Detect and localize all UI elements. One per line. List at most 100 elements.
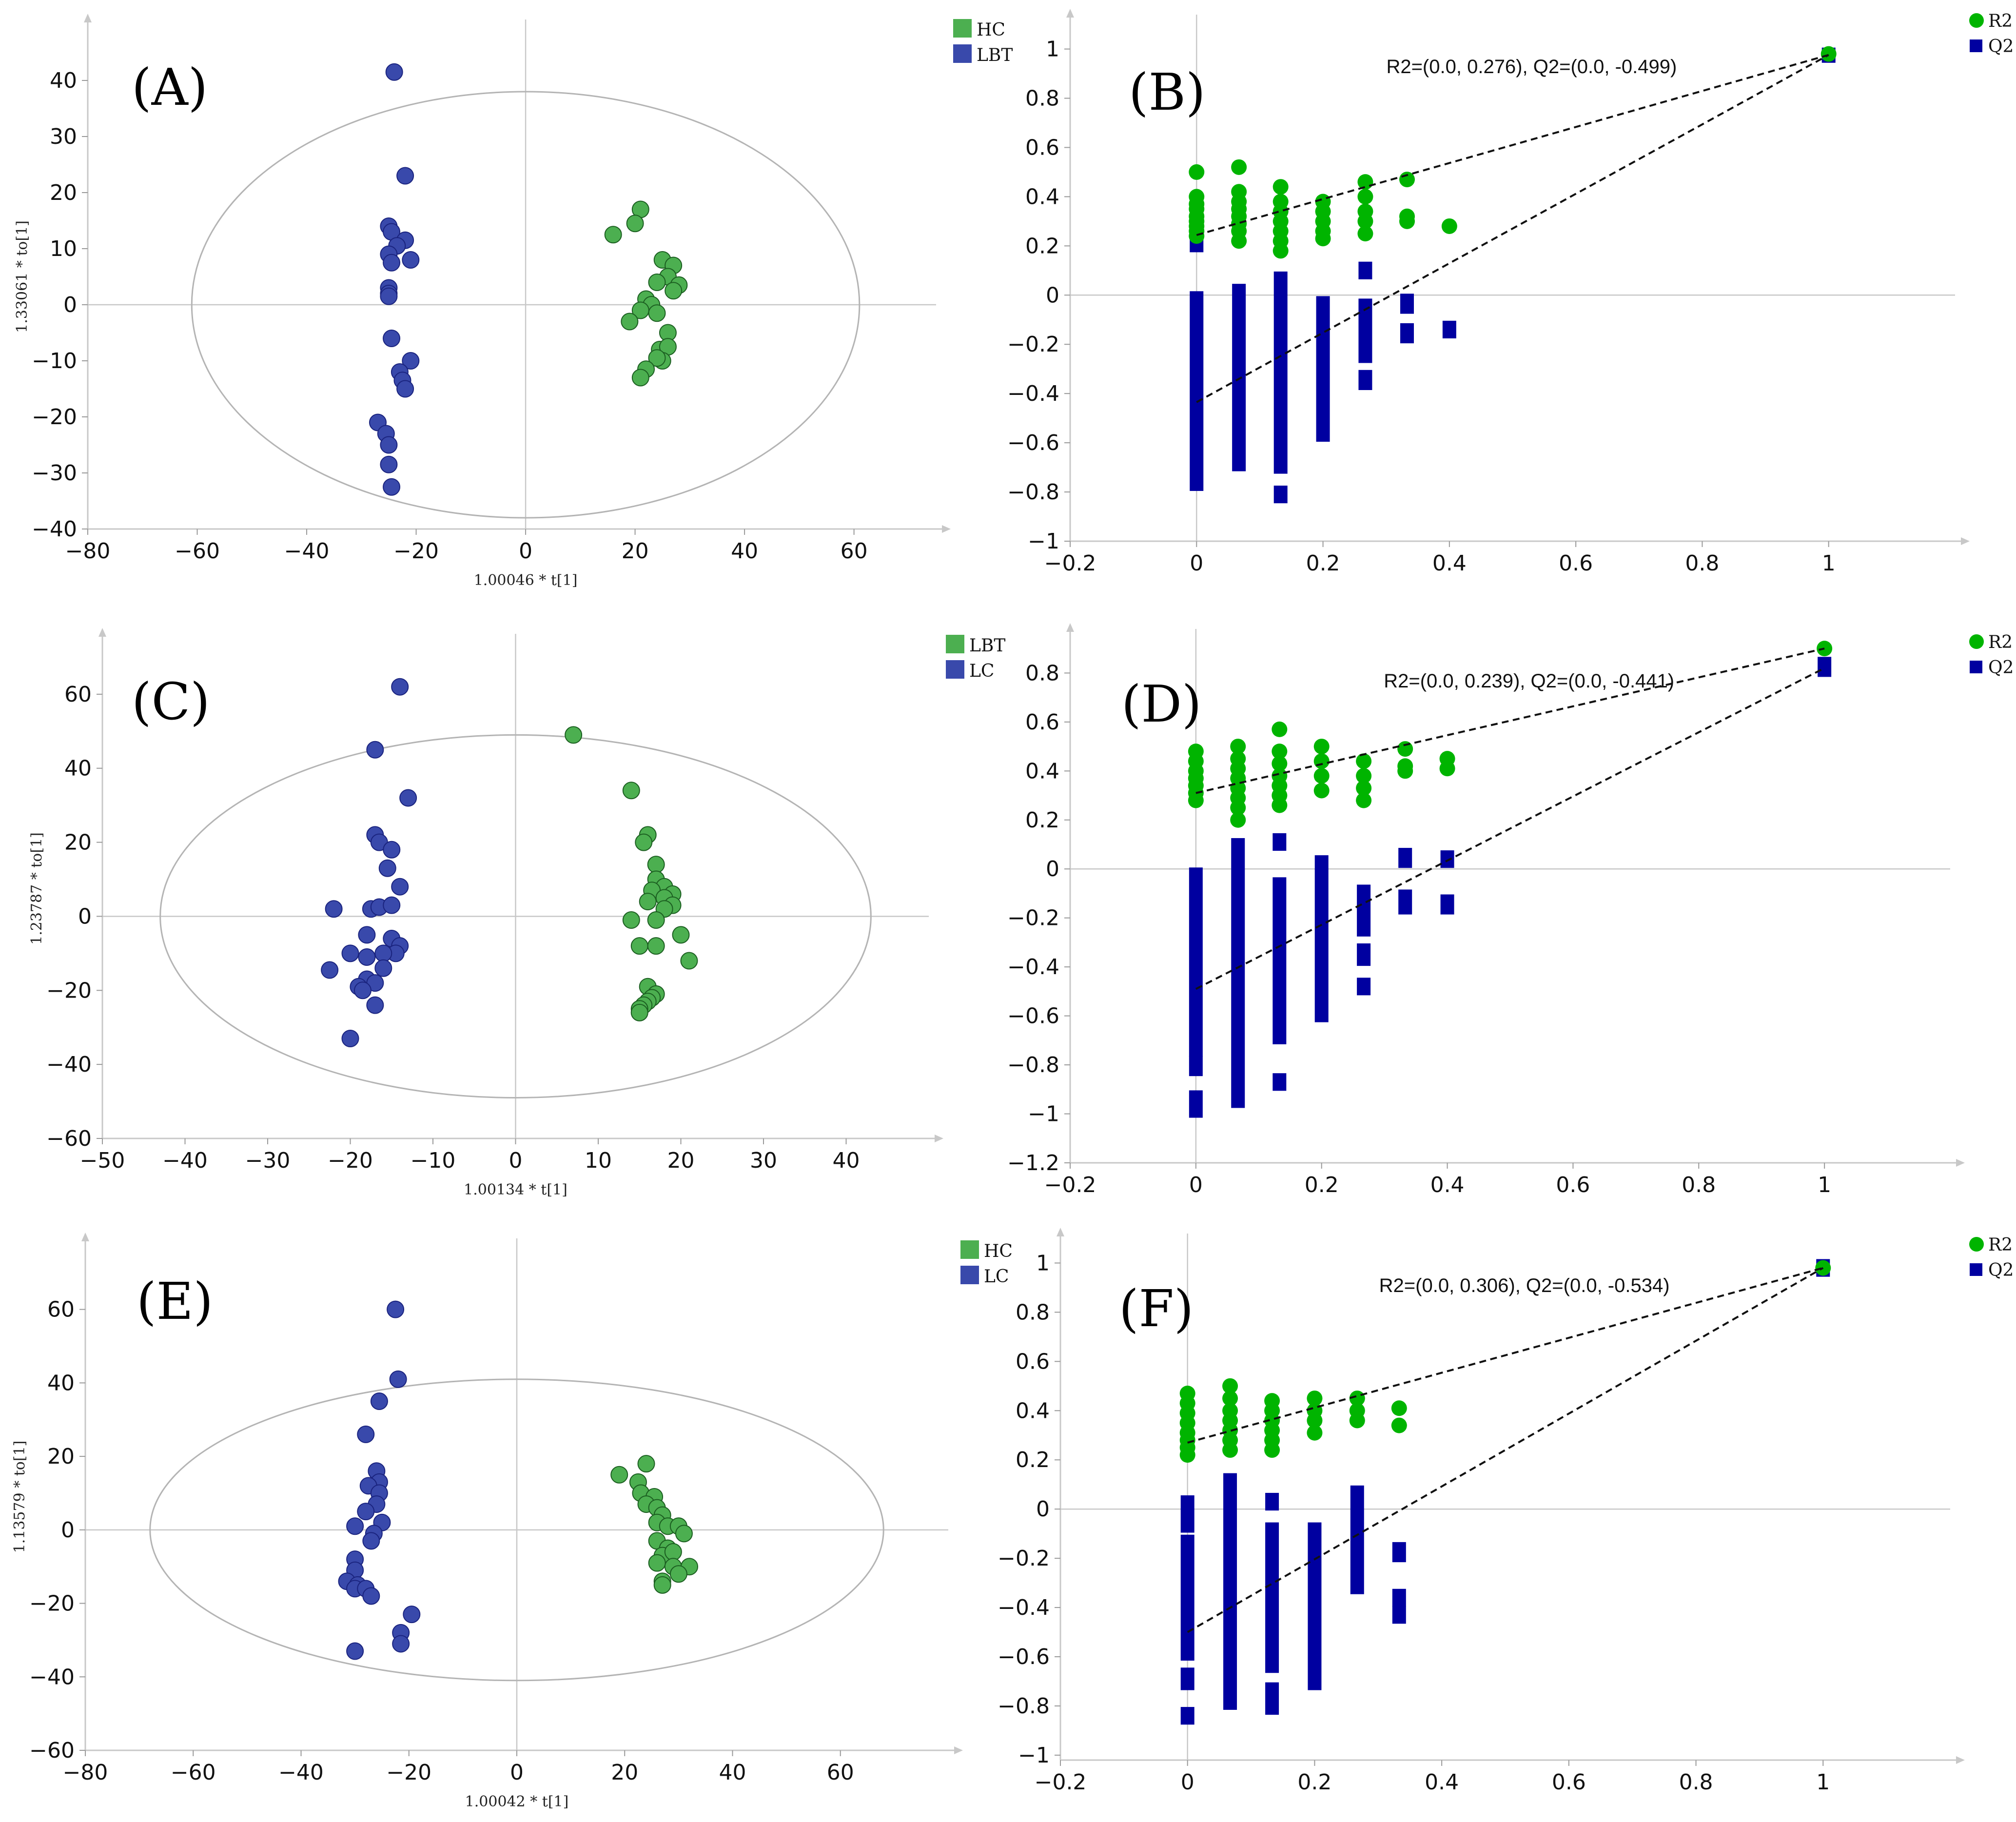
y-tick-label: −10 xyxy=(32,349,77,373)
q2-mark xyxy=(1398,848,1412,868)
series-lbt xyxy=(369,63,420,496)
x-axis-arrow xyxy=(935,1135,943,1142)
y-axis-title: 1.13579 * to[1] xyxy=(11,1441,28,1553)
data-point xyxy=(383,478,401,496)
data-point xyxy=(321,961,339,979)
y-tick-label: 20 xyxy=(50,180,77,205)
r2-point xyxy=(1356,768,1372,784)
x-tick-label: 0.8 xyxy=(1679,1770,1713,1795)
chart-panel-a: −80 −60 −40 −20 0 20 40 60 −40 −30 −20 −10 0 10 20 30 40… xyxy=(14,14,1013,589)
legend-marker xyxy=(1969,13,1984,28)
q2-regression-line xyxy=(1195,667,1825,990)
data-point xyxy=(637,1455,655,1473)
r2-point xyxy=(1313,753,1330,769)
hotelling-ellipse xyxy=(191,91,861,519)
legend-label: HC xyxy=(984,1241,1013,1261)
q2-mark xyxy=(1358,261,1372,279)
r2-point xyxy=(1356,753,1372,769)
data-point xyxy=(357,1503,375,1521)
y-tick-label: 20 xyxy=(47,1444,75,1469)
q2-mark xyxy=(1190,291,1204,491)
legend-swatch xyxy=(946,660,964,679)
q2-mark xyxy=(1273,271,1288,474)
y-tick-label: −60 xyxy=(46,1126,92,1151)
y-tick-label: −1.2 xyxy=(1007,1151,1059,1175)
data-point xyxy=(647,937,665,955)
r2-point xyxy=(1357,213,1373,229)
x-tick-label: 0 xyxy=(509,1148,523,1173)
y-tick-label: −30 xyxy=(32,461,77,486)
data-point xyxy=(665,282,683,300)
x-tick-label: 40 xyxy=(833,1148,860,1173)
q2-mark xyxy=(1265,1492,1279,1511)
data-point xyxy=(374,959,392,977)
data-point xyxy=(669,1565,687,1583)
y-tick-label: 60 xyxy=(64,682,92,707)
r2-regression-line xyxy=(1187,1267,1823,1444)
data-point xyxy=(358,948,376,966)
q2-mark xyxy=(1400,323,1414,344)
x-tick-label: 1 xyxy=(1822,551,1836,576)
data-point xyxy=(383,896,401,914)
r2-regression-line xyxy=(1196,54,1829,236)
x-tick-label: 30 xyxy=(750,1148,777,1173)
y-tick-label: −0.2 xyxy=(1007,332,1059,357)
q2-mark xyxy=(1232,284,1246,471)
r2-point xyxy=(1391,1400,1407,1416)
series-r2 xyxy=(1179,1260,1831,1463)
y-tick-label: 0.6 xyxy=(1025,135,1059,160)
r2-point xyxy=(1272,721,1288,737)
r2-regression-line xyxy=(1195,647,1825,794)
r2-point xyxy=(1230,739,1246,755)
data-point xyxy=(396,380,414,398)
q2-mark xyxy=(1392,1588,1406,1606)
q2-mark xyxy=(1231,838,1245,1108)
panel-label: (D) xyxy=(1121,674,1202,734)
r2-point xyxy=(1264,1442,1280,1458)
data-point xyxy=(610,1466,628,1484)
legend-label: R2 xyxy=(1988,1235,2013,1255)
x-tick-label: 0.8 xyxy=(1682,1173,1716,1197)
q2-mark xyxy=(1265,1522,1279,1673)
y-tick-label: −20 xyxy=(32,405,77,430)
y-axis-title: 1.33061 * to[1] xyxy=(14,220,31,333)
y-axis-title: 1.23787 * to[1] xyxy=(28,832,45,945)
q2-mark xyxy=(1358,370,1372,391)
y-tick-label: 0.2 xyxy=(1025,808,1059,833)
data-point xyxy=(626,215,644,233)
data-point xyxy=(358,926,376,944)
data-point xyxy=(635,833,653,851)
data-point xyxy=(565,726,583,744)
data-point xyxy=(391,878,409,896)
data-point xyxy=(366,741,384,759)
r2-point xyxy=(1307,1391,1323,1407)
data-point xyxy=(630,937,648,955)
r2-point xyxy=(1441,218,1457,234)
legend-label: LC xyxy=(984,1267,1009,1287)
panel-label: (B) xyxy=(1129,62,1206,122)
x-tick-label: −0.2 xyxy=(1044,551,1096,576)
panel-label: (F) xyxy=(1119,1279,1194,1338)
y-tick-label: 10 xyxy=(50,236,77,261)
data-point xyxy=(622,782,640,800)
q2-mark xyxy=(1189,1056,1203,1077)
x-tick-label: 0 xyxy=(519,539,532,564)
y-tick-label: 40 xyxy=(50,68,77,93)
q2-mark xyxy=(1272,833,1287,851)
data-point xyxy=(346,1517,364,1535)
q2-regression-line xyxy=(1196,54,1829,403)
y-tick-label: 0.2 xyxy=(1025,234,1059,258)
x-tick-label: 20 xyxy=(611,1760,638,1785)
r2-point xyxy=(1272,179,1289,195)
y-tick-label: 40 xyxy=(64,756,92,781)
y-tick-label: 0.4 xyxy=(1025,759,1059,784)
data-point xyxy=(675,1525,693,1543)
data-point xyxy=(362,1532,380,1550)
r2-point xyxy=(1397,741,1413,757)
legend-marker xyxy=(1970,1263,1982,1276)
data-point xyxy=(604,226,622,244)
data-point xyxy=(389,1370,407,1388)
y-axis-arrow xyxy=(84,14,92,22)
data-point xyxy=(672,926,690,944)
y-tick-label: −0.6 xyxy=(1007,431,1059,455)
